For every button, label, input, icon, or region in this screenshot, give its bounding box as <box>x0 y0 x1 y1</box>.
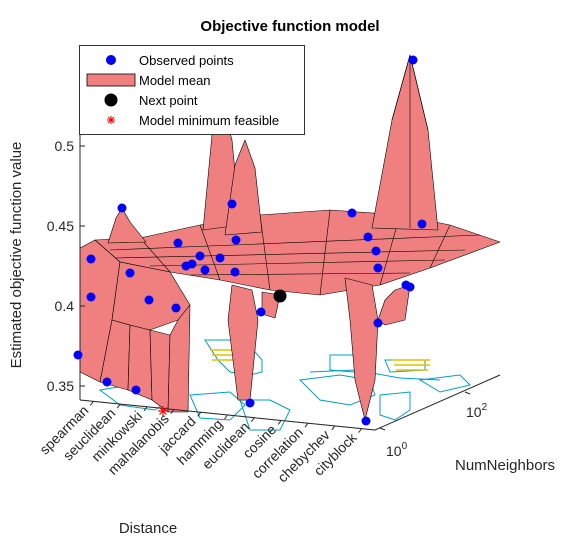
black-dot-icon <box>104 93 118 107</box>
x-tick <box>170 409 175 414</box>
x-axis-label: Distance <box>119 520 177 537</box>
y-tick-labels: 100 102 <box>386 402 488 459</box>
legend-label: Model minimum feasible <box>139 113 280 128</box>
surface-model-mean <box>79 54 501 421</box>
observed-point <box>256 307 266 317</box>
x-ticks <box>90 401 362 433</box>
model-minimum-marker <box>158 406 168 416</box>
observed-point <box>173 238 183 248</box>
legend-item-next-point: Next point <box>80 90 304 110</box>
observed-point <box>347 208 357 218</box>
observed-point <box>102 377 112 387</box>
legend-item-minimum: Model minimum feasible <box>80 110 304 130</box>
x-tick <box>304 422 309 428</box>
x-tick <box>250 417 255 423</box>
observed-point <box>117 203 127 213</box>
observed-point <box>227 199 237 209</box>
z-ticks <box>80 145 85 387</box>
observed-point <box>245 398 255 408</box>
next-point-marker <box>273 289 287 303</box>
y-axis-label: NumNeighbors <box>455 457 555 474</box>
observed-point <box>371 246 381 256</box>
z-tick-label: 0.45 <box>47 218 74 234</box>
legend-label: Next point <box>139 93 198 108</box>
observed-point <box>195 251 205 261</box>
z-tick-label: 0.4 <box>55 298 75 314</box>
chart-title: Objective function model <box>200 18 379 35</box>
x-tick <box>224 414 228 420</box>
observed-point <box>215 253 225 263</box>
legend-item-observed: Observed points <box>80 50 304 70</box>
x-tick <box>90 401 94 406</box>
observed-point <box>200 265 210 275</box>
y-tick-label: 100 <box>386 441 408 459</box>
observed-points <box>73 55 427 426</box>
x-tick <box>358 428 362 433</box>
y-ticks <box>379 391 471 431</box>
observed-point <box>361 416 371 426</box>
y-tick-label: 102 <box>466 402 488 420</box>
observed-point <box>144 295 154 305</box>
observed-point <box>417 219 427 229</box>
observed-point <box>171 303 181 313</box>
observed-point <box>230 267 240 277</box>
observed-point <box>125 268 135 278</box>
observed-point <box>131 385 141 395</box>
observed-point <box>405 282 415 292</box>
observed-point <box>86 292 96 302</box>
observed-point <box>187 259 197 269</box>
salmon-patch-icon <box>86 73 136 87</box>
red-asterisk-icon <box>107 116 115 124</box>
z-tick-label: 0.35 <box>47 378 74 394</box>
observed-point <box>86 254 96 264</box>
x-tick <box>277 420 282 425</box>
observed-point <box>73 350 83 360</box>
observed-point <box>231 235 241 245</box>
legend-label: Model mean <box>139 73 211 88</box>
z-tick-labels: 0.5 0.45 0.4 0.35 <box>47 138 74 394</box>
observed-point <box>408 55 418 65</box>
z-axis-label: Estimated objective function value <box>8 142 25 369</box>
observed-point <box>363 232 373 242</box>
x-tick <box>116 403 121 409</box>
observed-point <box>373 263 383 273</box>
legend-label: Observed points <box>139 53 234 68</box>
legend-item-model-mean: Model mean <box>80 70 304 90</box>
z-tick-label: 0.5 <box>55 138 75 154</box>
observed-point <box>373 318 383 328</box>
x-tick <box>331 425 336 431</box>
legend: Observed points Model mean Next point Mo… <box>79 45 305 135</box>
x-tick <box>143 406 148 412</box>
y-axis-line <box>374 374 501 431</box>
blue-dot-icon <box>106 55 116 65</box>
x-tick <box>197 411 202 417</box>
